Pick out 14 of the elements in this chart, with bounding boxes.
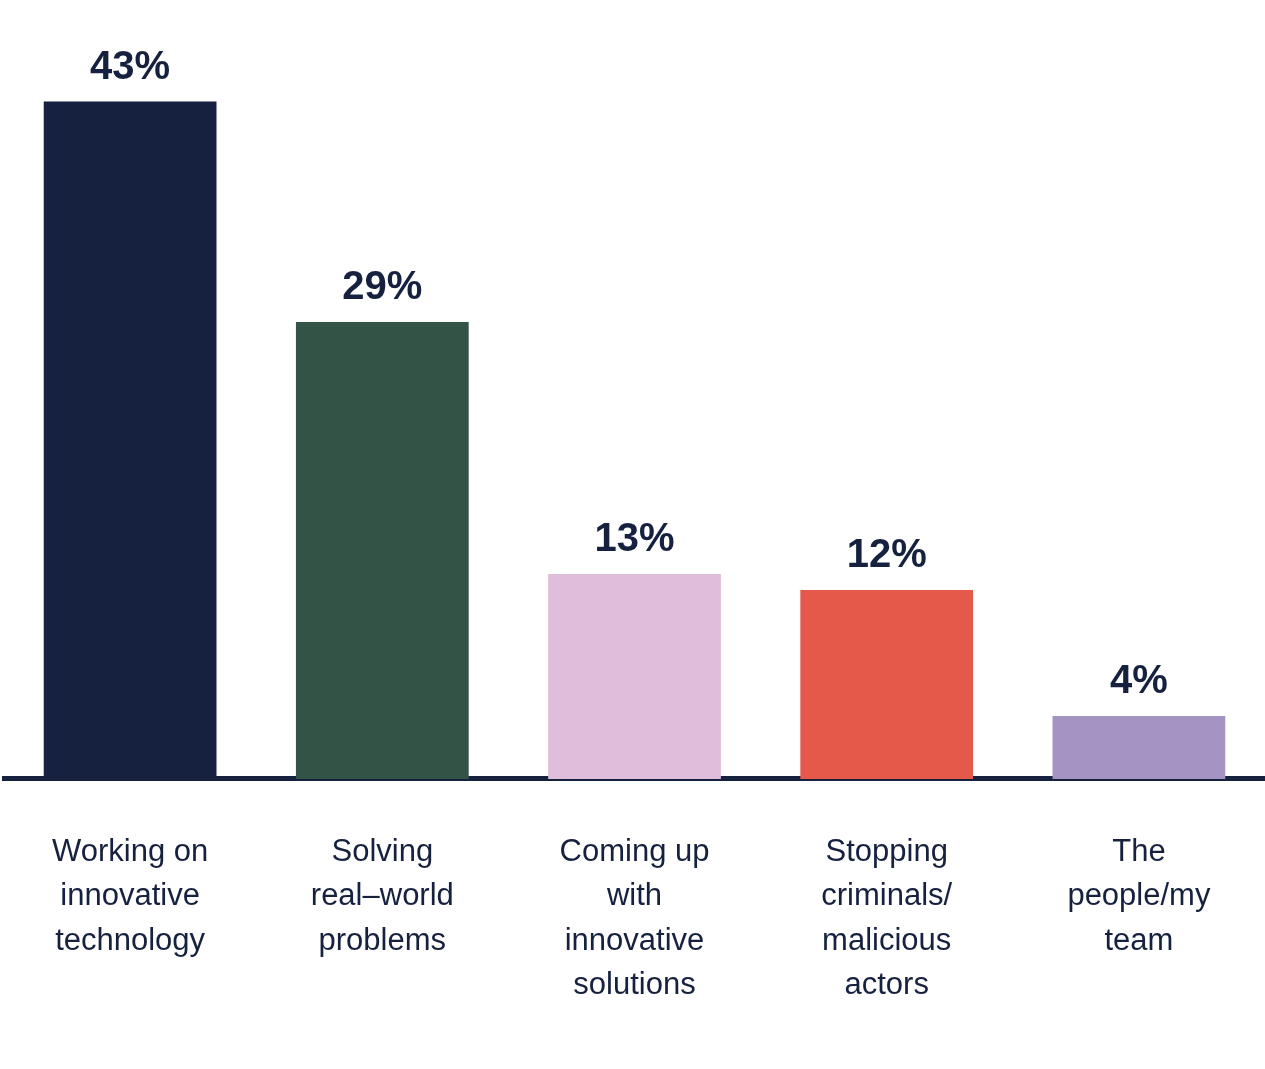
- bar: [295, 322, 469, 779]
- bar: [800, 589, 974, 779]
- data-label: 12%: [846, 530, 927, 575]
- x-tick-label: Working on innovative technology: [52, 833, 209, 957]
- data-label: 29%: [342, 263, 423, 308]
- x-tick-label: Solving real–world problems: [310, 833, 454, 957]
- x-tick-label: Coming up with innovative solutions: [559, 833, 710, 1001]
- bar: [548, 574, 721, 779]
- data-label: 43%: [90, 42, 171, 87]
- data-label: 13%: [594, 515, 675, 560]
- x-tick-label: Stopping criminals/ malicious actors: [821, 833, 953, 1001]
- bar: [1052, 715, 1226, 779]
- x-tick-label: The people/my team: [1067, 833, 1211, 957]
- data-label: 4%: [1110, 656, 1168, 701]
